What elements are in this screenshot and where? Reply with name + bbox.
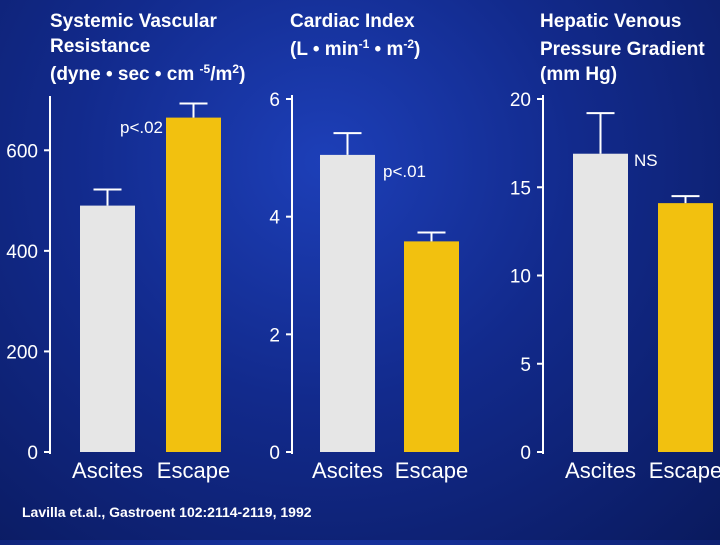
category-label: Escape	[649, 458, 720, 483]
y-tick-label: 200	[6, 342, 38, 363]
y-tick-label: 4	[269, 208, 280, 229]
svr-title-line-1: Systemic Vascular	[50, 11, 217, 32]
significance-annotation: p<.01	[383, 162, 426, 181]
y-tick-label: 10	[510, 267, 531, 288]
y-tick-label: 15	[510, 178, 531, 199]
category-label: Ascites	[312, 458, 383, 483]
y-tick-label: 20	[510, 90, 531, 111]
y-tick-label: 6	[269, 90, 280, 111]
y-tick-label: 0	[269, 443, 280, 464]
ci-title-line-1: Cardiac Index	[290, 11, 415, 32]
bar-ascites	[320, 154, 375, 452]
svr-panel: 0 200 400 600 Ascites Escape p<.02	[6, 96, 230, 483]
y-tick-label: 0	[520, 443, 531, 464]
bar-ascites	[573, 153, 628, 452]
significance-annotation: p<.02	[120, 118, 163, 137]
bar-escape	[404, 241, 459, 452]
bar-escape	[658, 203, 713, 452]
citation: Lavilla et.al., Gastroent 102:2114-2119,…	[22, 504, 312, 520]
bar-escape	[166, 117, 221, 452]
hvpg-unit-label: (mm Hg)	[540, 64, 617, 85]
bar-ascites	[80, 205, 135, 452]
ci-panel: 0 2 4 6 Ascites Escape p<.01	[269, 90, 468, 483]
category-label: Escape	[157, 458, 230, 483]
significance-annotation: NS	[634, 151, 658, 170]
hvpg-title-line-2: Pressure Gradient	[540, 39, 705, 60]
y-tick-label: 5	[520, 355, 531, 376]
y-tick-label: 600	[6, 141, 38, 162]
y-tick-label: 2	[269, 325, 280, 346]
category-label: Escape	[395, 458, 468, 483]
ci-unit-label: (L • min-1 • m-2)	[290, 37, 420, 60]
y-tick-label: 400	[6, 242, 38, 263]
category-label: Ascites	[565, 458, 636, 483]
hvpg-panel: 0 5 10 15 20 Ascites Escape NS	[510, 90, 720, 483]
y-tick-label: 0	[27, 443, 38, 464]
svr-title-line-2: Resistance	[50, 36, 150, 57]
hvpg-title-line-1: Hepatic Venous	[540, 11, 682, 32]
svr-unit-label: (dyne • sec • cm -5/m2)	[50, 62, 245, 85]
category-label: Ascites	[72, 458, 143, 483]
